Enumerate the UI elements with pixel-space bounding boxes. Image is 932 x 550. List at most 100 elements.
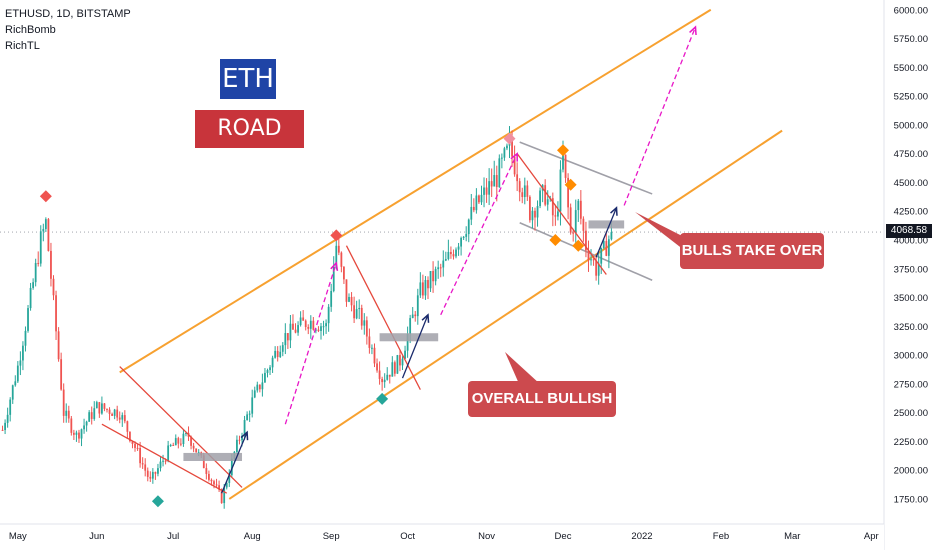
candle-body <box>136 447 139 449</box>
candle-body <box>393 362 396 374</box>
candle-body <box>355 309 358 319</box>
candle-body <box>511 138 513 157</box>
candle-body <box>151 472 154 479</box>
candle-body <box>427 279 429 289</box>
magenta-arrow-0 <box>284 262 337 425</box>
y-tick-label: 2000.00 <box>894 466 928 477</box>
candle-body <box>228 475 231 483</box>
y-tick-label: 1750.00 <box>894 494 928 505</box>
candle-body <box>65 410 68 416</box>
candle-body <box>169 444 172 446</box>
candle-body <box>465 234 468 237</box>
candle-body <box>42 228 45 232</box>
candle-body <box>80 429 83 439</box>
magenta-arrow-1 <box>440 153 518 316</box>
candle-body <box>564 154 567 178</box>
candle-body <box>129 431 131 442</box>
candle-body <box>447 251 450 259</box>
candle-body <box>29 287 32 309</box>
candle-body <box>360 307 363 326</box>
candle-body <box>312 320 315 330</box>
candle-body <box>590 259 592 261</box>
y-tick-label: 4000.00 <box>894 235 928 246</box>
candle-body <box>320 326 322 331</box>
candle-body <box>149 476 152 479</box>
wedge-lower-0 <box>101 423 228 494</box>
candle-body <box>289 323 292 341</box>
candle-body <box>44 219 47 229</box>
indicator-richbomb: RichBomb <box>5 24 56 36</box>
y-tick-label: 2750.00 <box>894 379 928 390</box>
wedge-upper-0 <box>119 366 243 488</box>
candle-body <box>57 331 60 360</box>
diamond-marker-1 <box>151 495 164 508</box>
y-tick-label: 2250.00 <box>894 437 928 448</box>
candle-body <box>365 320 368 337</box>
candle-body <box>350 296 353 306</box>
candle-body <box>544 185 547 205</box>
candle-body <box>340 252 343 267</box>
candle-body <box>67 410 70 419</box>
magenta-arrow-2 <box>623 26 697 206</box>
candle-body <box>162 460 164 462</box>
x-axis-background <box>0 524 884 550</box>
candle-body <box>261 382 264 390</box>
candle-body <box>363 320 366 326</box>
candle-body <box>37 262 40 264</box>
candle-body <box>490 181 493 187</box>
candle-body <box>424 279 427 296</box>
candle-body <box>248 413 251 415</box>
candle-body <box>258 384 261 390</box>
x-tick-label: Apr <box>864 531 879 542</box>
candle-body <box>253 390 256 398</box>
candle-body <box>24 330 27 346</box>
breakout-box-2 <box>588 220 625 229</box>
candle-body <box>304 320 307 328</box>
candle-body <box>309 320 312 329</box>
candle-body <box>579 200 582 219</box>
candle-body <box>75 432 78 435</box>
candle-body <box>238 439 241 441</box>
candle-body <box>192 445 195 449</box>
candle-body <box>220 489 223 504</box>
diamond-marker-5 <box>549 233 562 246</box>
candle-body <box>195 448 198 453</box>
candle-body <box>488 181 491 195</box>
candle-body <box>22 345 24 361</box>
navy-arrow-1-head <box>421 313 430 323</box>
candle-body <box>78 432 80 439</box>
candle-body <box>455 249 457 257</box>
x-tick-label: Mar <box>784 531 800 542</box>
x-tick-label: 2022 <box>631 531 652 542</box>
candle-body <box>174 438 177 446</box>
candle-body <box>246 414 249 421</box>
channel-lower-line <box>228 129 783 500</box>
candle-body <box>16 365 19 382</box>
candle-body <box>72 432 75 435</box>
candle-body <box>411 314 414 319</box>
diamond-marker-4 <box>503 132 516 145</box>
candle-body <box>539 190 541 207</box>
candle-body <box>317 329 320 331</box>
candle-body <box>503 148 506 158</box>
candle-body <box>401 358 404 366</box>
candle-body <box>302 317 305 321</box>
candle-body <box>55 295 57 332</box>
candle-body <box>32 282 35 288</box>
candle-body <box>274 350 277 358</box>
candle-body <box>399 355 401 366</box>
symbol-line: ETHUSD, 1D, BITSTAMP <box>5 8 131 20</box>
candle-body <box>554 215 557 217</box>
candle-body <box>381 378 384 383</box>
candle-body <box>414 314 417 317</box>
candle-body <box>592 259 595 261</box>
candle-body <box>335 245 338 267</box>
candle-body <box>131 441 134 444</box>
candle-body <box>475 195 478 211</box>
candle-body <box>574 210 577 234</box>
candle-body <box>210 479 213 482</box>
candle-body <box>1 429 4 431</box>
overall-callout-pointer <box>505 352 540 386</box>
diamond-marker-0 <box>39 190 52 203</box>
